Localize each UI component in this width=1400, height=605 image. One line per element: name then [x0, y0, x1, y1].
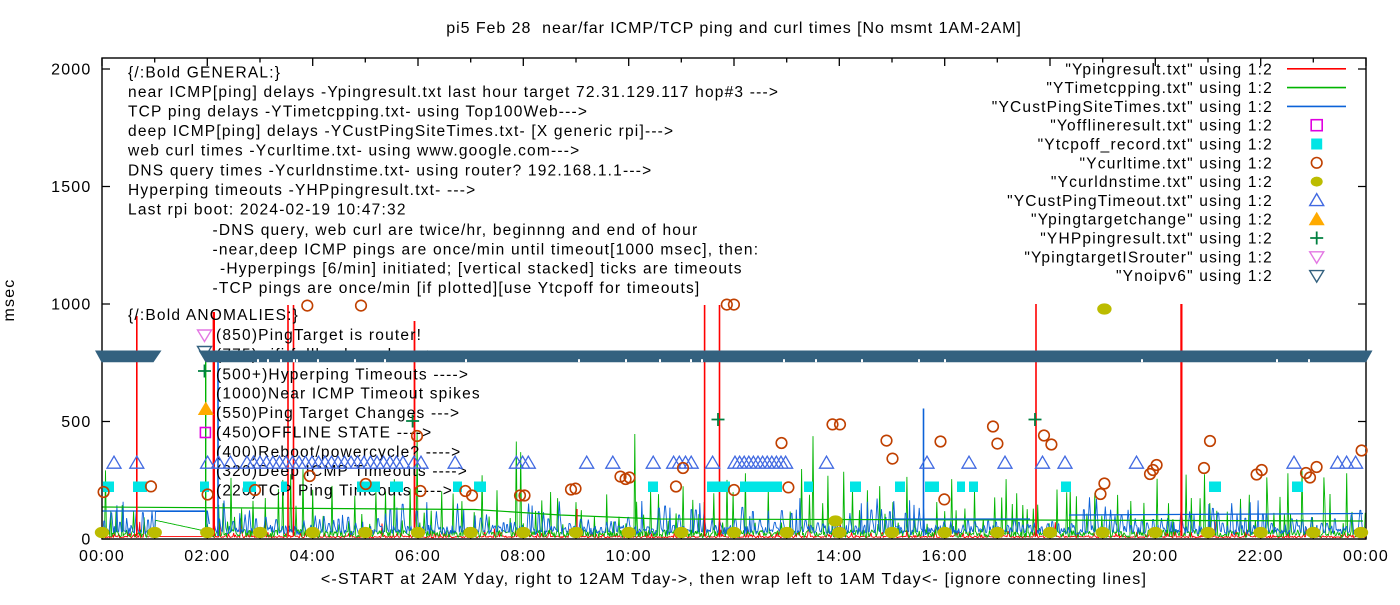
svg-text:0: 0 [81, 532, 91, 549]
svg-text:{/:Bold GENERAL:}: {/:Bold GENERAL:} [128, 65, 281, 82]
svg-text:04:00: 04:00 [290, 548, 336, 565]
svg-text:-Hyperpings [6/min] initiated;: -Hyperpings [6/min] initiated; [vertical… [220, 261, 743, 278]
svg-text:(850)PingTarget is router!: (850)PingTarget is router! [216, 327, 422, 344]
svg-text:-TCP pings are once/min [if pl: -TCP pings are once/min [if plotted][use… [213, 280, 701, 297]
svg-text:(1000)Near ICMP Timeout spikes: (1000)Near ICMP Timeout spikes [216, 386, 481, 403]
svg-text:"YTimetcpping.txt" using 1:2: "YTimetcpping.txt" using 1:2 [1046, 80, 1273, 97]
svg-text:(450)OFFLINE STATE ---->: (450)OFFLINE STATE ----> [216, 425, 432, 442]
svg-text:"Ypingtargetchange" using 1:2: "Ypingtargetchange" using 1:2 [1031, 212, 1273, 229]
svg-text:00:00: 00:00 [1343, 548, 1389, 565]
svg-text:"Ynoipv6" using 1:2: "Ynoipv6" using 1:2 [1116, 268, 1273, 285]
svg-text:(400)Reboot/powercycle? ---->: (400)Reboot/powercycle? ----> [216, 444, 461, 461]
svg-text:"Ytcpoff_record.txt" using 1:2: "Ytcpoff_record.txt" using 1:2 [1038, 137, 1273, 154]
svg-text:-near,deep ICMP pings are once: -near,deep ICMP pings are once/min until… [213, 241, 760, 258]
svg-text:web curl times -Ycurltime.txt-: web curl times -Ycurltime.txt- using www… [127, 143, 580, 160]
svg-text:"YCustPingSiteTimes.txt" using: "YCustPingSiteTimes.txt" using 1:2 [992, 99, 1273, 116]
svg-text:Last rpi boot: 2024-02-19 10:4: Last rpi boot: 2024-02-19 10:47:32 [128, 201, 407, 218]
svg-text:(550)Ping Target Changes --->: (550)Ping Target Changes ---> [216, 405, 460, 422]
svg-text:"Ypingresult.txt" using 1:2: "Ypingresult.txt" using 1:2 [1065, 61, 1273, 78]
svg-text:"Yofflineresult.txt" using 1:2: "Yofflineresult.txt" using 1:2 [1050, 118, 1273, 135]
svg-text:"YHPpingresult.txt" using 1:2: "YHPpingresult.txt" using 1:2 [1040, 231, 1273, 248]
svg-text:1000: 1000 [51, 297, 91, 314]
svg-text:"Ycurltime.txt" using 1:2: "Ycurltime.txt" using 1:2 [1080, 155, 1273, 172]
svg-text:-DNS query, web curl are twice: -DNS query, web curl are twice/hr, begin… [213, 222, 699, 239]
svg-text:<-START at 2AM Yday, right to: <-START at 2AM Yday, right to 12AM Tday-… [321, 571, 1147, 588]
svg-text:"YpingtargetISrouter" using 1:: "YpingtargetISrouter" using 1:2 [1024, 249, 1273, 266]
svg-text:msec: msec [1, 278, 18, 321]
svg-text:1500: 1500 [51, 179, 91, 196]
svg-text:(500+)Hyperping Timeouts ---->: (500+)Hyperping Timeouts ----> [216, 367, 469, 384]
svg-text:2000: 2000 [51, 62, 91, 79]
svg-text:10:00: 10:00 [606, 548, 652, 565]
svg-text:18:00: 18:00 [1027, 548, 1073, 565]
svg-text:08:00: 08:00 [500, 548, 546, 565]
svg-text:TCP ping delays -YTimetcpping.: TCP ping delays -YTimetcpping.txt- using… [128, 104, 588, 121]
svg-text:20:00: 20:00 [1132, 548, 1178, 565]
svg-text:deep ICMP[ping] delays -YCustP: deep ICMP[ping] delays -YCustPingSiteTim… [128, 123, 674, 140]
svg-text:pi5 Feb 28 near/far ICMP/TCP: pi5 Feb 28 near/far ICMP/TCP ping and cu… [446, 20, 1022, 37]
svg-text:Hyperping timeouts -YHPpingres: Hyperping timeouts -YHPpingresult.txt- -… [128, 182, 476, 199]
svg-text:near ICMP[ping] delays -Ypingr: near ICMP[ping] delays -Ypingresult.txt … [128, 84, 779, 101]
svg-text:06:00: 06:00 [395, 548, 441, 565]
svg-text:12:00: 12:00 [711, 548, 757, 565]
svg-text:02:00: 02:00 [184, 548, 230, 565]
svg-text:14:00: 14:00 [816, 548, 862, 565]
svg-text:500: 500 [61, 414, 91, 431]
svg-text:00:00: 00:00 [79, 548, 125, 565]
svg-text:{/:Bold ANOMALIES:}: {/:Bold ANOMALIES:} [128, 307, 299, 324]
svg-text:DNS query times -Ycurldnstime.: DNS query times -Ycurldnstime.txt- using… [128, 162, 652, 179]
svg-text:22:00: 22:00 [1238, 548, 1284, 565]
svg-text:16:00: 16:00 [922, 548, 968, 565]
svg-text:"YCustPingTimeout.txt" using 1: "YCustPingTimeout.txt" using 1:2 [1007, 193, 1273, 210]
svg-text:"Ycurldnstime.txt" using 1:2: "Ycurldnstime.txt" using 1:2 [1051, 174, 1273, 191]
